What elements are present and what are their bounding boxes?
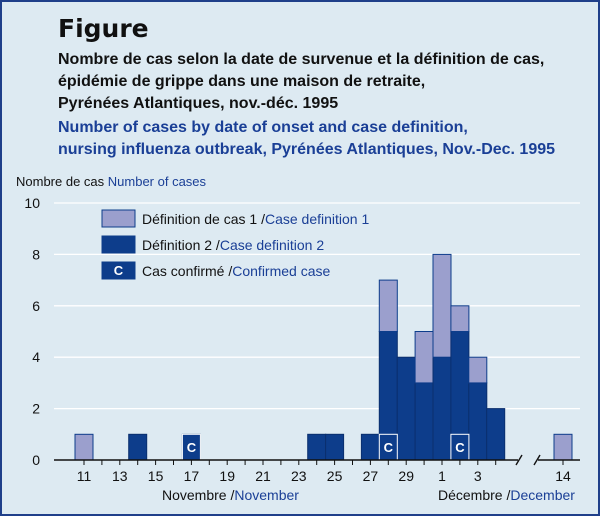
x-tick-label: 15 [148, 468, 164, 484]
y-tick-label: 8 [32, 246, 40, 262]
x-tick-label: 19 [219, 468, 235, 484]
y-tick-label: 0 [32, 452, 40, 468]
x-tick-label: 27 [363, 468, 379, 484]
y-axis-label-en: Number of cases [108, 174, 207, 189]
figure-label: Figure [58, 14, 149, 43]
y-tick-label: 4 [32, 349, 40, 365]
bar-definition-1 [450, 305, 470, 332]
title-fr-line-3: Pyrénées Atlantiques, nov.-déc. 1995 [58, 95, 339, 112]
x-tick-label: 21 [255, 468, 271, 484]
month-label-en: November [234, 487, 299, 503]
month-label-november: Novembre /November [162, 487, 299, 503]
legend-label-en: Case definition 1 [265, 211, 370, 227]
bar-definition-1 [432, 253, 452, 358]
title-en-line-2: nursing influenza outbreak, Pyrénées Atl… [58, 141, 556, 158]
legend-label-fr: Cas confirmé / [142, 263, 232, 279]
x-tick-label: 14 [555, 468, 571, 484]
bar-definition-1 [468, 356, 488, 384]
bar-definition-2 [468, 382, 488, 461]
legend-swatch [101, 261, 136, 280]
legend-swatch [101, 235, 136, 254]
confirmed-case-marker: C [187, 440, 197, 455]
x-tick-label: 13 [112, 468, 128, 484]
x-tick-label: 29 [398, 468, 414, 484]
legend-label-fr: Définition de cas 1 / [142, 211, 265, 227]
title-fr-line-1: Nombre de cas selon la date de survenue … [58, 51, 545, 68]
legend-label-fr: Définition 2 / [142, 237, 220, 253]
legend-label: Définition 2 /Case definition 2 [142, 237, 324, 253]
x-tick-label: 3 [474, 468, 482, 484]
confirmed-case-marker: C [384, 440, 394, 455]
month-label-en: December [510, 487, 575, 503]
legend-label-en: Confirmed case [232, 263, 330, 279]
month-label-fr: Décembre / [438, 487, 510, 503]
title-en-line-1: Number of cases by date of onset and cas… [58, 119, 468, 136]
y-tick-label: 10 [24, 195, 40, 211]
bar-definition-2 [325, 433, 345, 461]
x-tick-label: 11 [77, 468, 92, 484]
title-fr-line-2: épidémie de grippe dans une maison de re… [58, 73, 426, 90]
month-label-december: Décembre /December [438, 487, 575, 503]
bar-definition-2 [432, 356, 452, 461]
bar-definition-1 [414, 331, 434, 384]
legend-confirmed-marker: C [114, 263, 124, 278]
legend-swatch [101, 209, 136, 228]
bar-definition-2 [486, 408, 506, 461]
axis-break-mark [515, 454, 523, 466]
bar-definition-2 [128, 433, 148, 461]
legend-label-en: Case definition 2 [220, 237, 325, 253]
x-tick-label: 1 [438, 468, 446, 484]
axis-break-mark [533, 454, 541, 466]
bar-definition-2 [396, 356, 416, 461]
x-tick-label: 23 [291, 468, 307, 484]
y-axis-label: Nombre de cas Number of cases [16, 174, 207, 189]
bar-definition-1 [553, 433, 573, 461]
bar-definition-2 [360, 433, 380, 461]
bar-definition-1 [378, 279, 398, 333]
legend-label: Cas confirmé /Confirmed case [142, 263, 331, 279]
bar-definition-2 [414, 382, 434, 461]
x-tick-label: 25 [327, 468, 343, 484]
y-tick-label: 6 [32, 298, 40, 314]
bar-definition-2 [307, 433, 327, 461]
x-tick-label: 17 [184, 468, 200, 484]
legend-label: Définition de cas 1 /Case definition 1 [142, 211, 369, 227]
month-label-fr: Novembre / [162, 487, 234, 503]
y-axis-label-fr: Nombre de cas [16, 174, 108, 189]
y-tick-label: 2 [32, 401, 40, 417]
bar-definition-1 [74, 433, 94, 461]
confirmed-case-marker: C [455, 440, 465, 455]
